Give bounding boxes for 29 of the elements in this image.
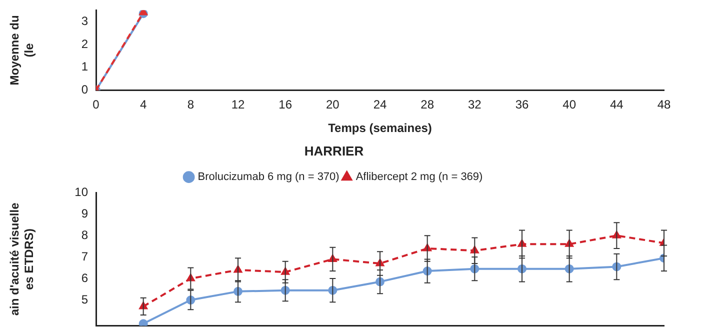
x-tick-label: 48 [657,98,671,112]
x-tick-label: 8 [187,98,194,112]
y-tick-label: 8 [81,228,88,242]
y-axis-title: Moyenne du (le [8,15,36,86]
x-axis-title: Temps (semaines) [328,121,432,136]
y-tick-label: 3 [81,14,88,28]
y-tick-label: 9 [81,206,88,220]
legend-label: Brolucizumab 6 mg (n = 370) [198,171,340,184]
y-tick-label: 2 [81,36,88,51]
y-tick-label: 0 [81,82,88,97]
x-tick-label: 28 [420,98,434,112]
x-tick-label: 40 [562,98,576,112]
legend-label: Aflibercept 2 mg (n = 369) [356,171,483,184]
chart-title: HARRIER [304,143,364,158]
x-tick-label: 24 [373,98,387,112]
y-tick-label: 1 [81,60,88,74]
x-tick-label: 0 [92,98,100,112]
x-tick-label: 44 [610,98,624,112]
y-axis-title: ain d'acuité visuelle es ETDRS) [8,202,36,316]
y-tick-label: 5 [81,292,88,306]
x-tick-label: 12 [231,98,245,112]
x-tick-label: 36 [515,98,529,112]
x-tick-label: 16 [278,98,292,112]
y-tick-label: 7 [81,249,88,264]
x-tick-label: 4 [140,98,147,112]
x-tick-label: 32 [468,98,482,112]
x-tick-label: 20 [326,98,340,112]
y-tick-label: 10 [74,184,88,199]
y-tick-label: 6 [81,270,88,285]
